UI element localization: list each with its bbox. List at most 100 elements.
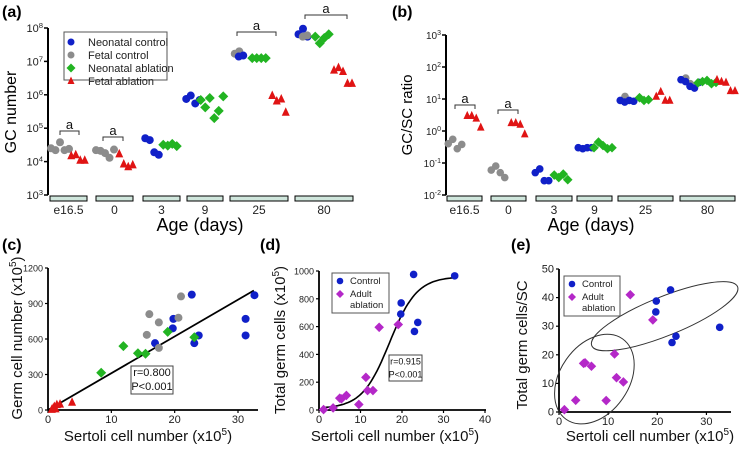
- data-point: [601, 395, 611, 406]
- y-tick-label: 600: [28, 335, 43, 345]
- data-point: [162, 326, 173, 337]
- legend-marker-fetal-ablation: [67, 76, 75, 84]
- legend-marker-control: [336, 277, 344, 285]
- data-point: [652, 91, 661, 100]
- data-point: [250, 291, 259, 300]
- x-tick-label: 80: [317, 203, 331, 217]
- legend-label: Adult: [582, 292, 604, 303]
- significance-bracket: [59, 130, 80, 135]
- data-point: [476, 122, 485, 131]
- y-tick-label: 103: [426, 30, 441, 42]
- significance-label: a: [461, 91, 469, 106]
- x-tick-label: 20: [169, 414, 181, 426]
- data-point: [467, 110, 476, 120]
- stats-box: [388, 354, 423, 382]
- y-tick-label: 20: [542, 349, 554, 361]
- data-point: [218, 91, 229, 102]
- stats-label: P<0.001: [389, 369, 423, 379]
- data-point: [665, 95, 674, 104]
- legend-marker-control: [568, 280, 576, 288]
- data-point: [668, 338, 676, 347]
- y-axis-label: Germ cell number (x105): [8, 256, 26, 419]
- data-point: [336, 394, 347, 404]
- significance-bracket: [304, 14, 348, 19]
- data-point: [330, 65, 338, 74]
- data-point: [570, 395, 581, 406]
- data-point: [177, 292, 185, 301]
- x-tick-label: 30: [232, 414, 244, 426]
- data-point: [450, 272, 459, 280]
- x-axis-label: Sertoli cell number (x105): [311, 427, 479, 445]
- y-tick-label: 900: [28, 299, 43, 309]
- data-point: [393, 319, 404, 330]
- legend-label: Fetal ablation: [88, 76, 154, 88]
- data-point: [339, 66, 347, 75]
- age-bar: [446, 195, 483, 202]
- data-point: [491, 162, 500, 170]
- data-point: [142, 330, 151, 339]
- data-point: [602, 143, 613, 154]
- data-point: [200, 102, 211, 113]
- y-tick-label: 104: [26, 155, 43, 169]
- y-tick-label: 100: [426, 126, 441, 138]
- data-point: [195, 94, 206, 105]
- data-point: [448, 135, 457, 144]
- data-point: [559, 404, 570, 415]
- data-point: [241, 331, 250, 340]
- data-point: [209, 113, 220, 124]
- data-point: [128, 159, 137, 169]
- stats-label: P<0.001: [131, 381, 172, 393]
- y-tick-label: 103: [26, 188, 43, 202]
- panel-a-ylabel: GC number: [3, 70, 20, 153]
- significance-label: a: [66, 117, 74, 132]
- data-point: [241, 314, 250, 323]
- data-point: [56, 138, 64, 147]
- data-point: [697, 76, 708, 87]
- y-tick-label: 10-1: [424, 158, 441, 170]
- age-bar: [142, 195, 181, 202]
- significance-label: a: [322, 1, 330, 16]
- data-point: [119, 158, 128, 168]
- cluster-ellipse: [554, 333, 635, 425]
- x-tick-label: 25: [252, 203, 266, 217]
- data-point: [693, 78, 703, 88]
- data-point: [187, 290, 196, 299]
- data-point: [68, 397, 77, 406]
- data-point: [354, 399, 364, 410]
- panel-label-b: (b): [392, 4, 412, 21]
- data-point: [65, 144, 73, 153]
- data-point: [702, 75, 712, 86]
- data-point: [607, 142, 617, 153]
- data-point: [520, 129, 529, 138]
- data-point: [681, 77, 690, 86]
- data-point: [189, 332, 200, 343]
- x-tick-label: 3: [158, 203, 165, 217]
- data-point: [260, 53, 271, 64]
- significance-label: a: [109, 123, 117, 138]
- y-axis-label: Total germ cells/SC: [514, 280, 531, 409]
- y-tick-label: 300: [28, 370, 43, 380]
- data-point: [706, 78, 717, 89]
- x-tick-label: 9: [202, 203, 209, 217]
- data-point: [397, 299, 405, 307]
- data-point: [611, 372, 622, 383]
- data-point: [589, 142, 599, 153]
- y-tick-label: 30: [542, 321, 554, 333]
- significance-bracket: [454, 104, 476, 109]
- legend-label: Neonatal ablation: [88, 63, 174, 75]
- significance-label: a: [253, 18, 261, 33]
- data-point: [334, 62, 343, 72]
- data-point: [110, 145, 118, 154]
- data-point: [140, 348, 151, 359]
- x-tick-label: e16.5: [53, 203, 83, 217]
- data-point: [634, 92, 645, 103]
- y-tick-label: 1000: [294, 267, 314, 277]
- age-bar: [576, 195, 613, 202]
- sigmoid-fit-curve: [323, 277, 454, 409]
- data-point: [47, 404, 56, 413]
- data-point: [71, 149, 80, 159]
- data-point: [722, 77, 730, 86]
